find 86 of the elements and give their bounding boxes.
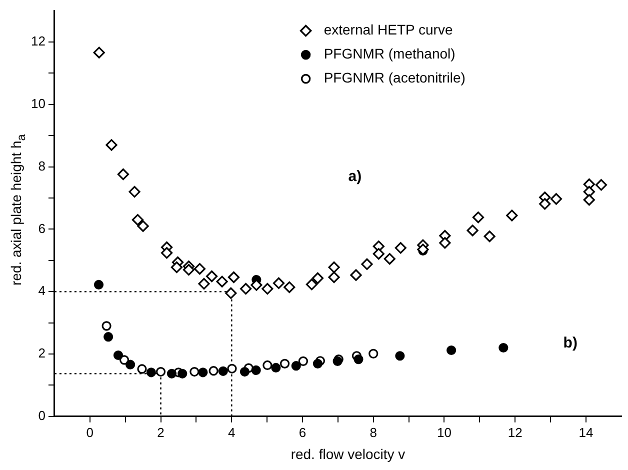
point (182, 264, 195, 276)
x-tick-label: 14 (578, 424, 594, 440)
annotation: a) (348, 168, 362, 186)
point (395, 351, 405, 361)
point (262, 360, 272, 370)
point (298, 356, 308, 366)
point (94, 280, 104, 290)
point (128, 186, 140, 198)
point (106, 139, 118, 151)
y-tick-label: 8 (38, 158, 46, 174)
point (472, 212, 484, 224)
point (328, 271, 340, 284)
point (539, 198, 551, 210)
point (498, 342, 508, 353)
point (466, 224, 478, 236)
y-tick-label: 2 (38, 346, 46, 361)
point (262, 282, 274, 295)
point (312, 358, 323, 368)
point (216, 276, 228, 288)
point (312, 272, 324, 284)
point (225, 287, 237, 299)
point (484, 230, 496, 242)
x-axis-title: red. flow velocity v (290, 446, 406, 462)
point (595, 179, 608, 191)
point (368, 348, 378, 358)
x-tick-label: 12 (508, 424, 522, 440)
x-tick-label: 6 (298, 424, 306, 440)
point (132, 214, 144, 226)
legend-label: PFGNMR (methanol) (324, 46, 456, 62)
point (240, 366, 250, 377)
point (206, 270, 218, 282)
point (550, 193, 562, 205)
point (166, 368, 177, 378)
point (113, 350, 124, 360)
y-tick-label: 12 (30, 34, 46, 49)
point (198, 278, 210, 290)
point (271, 362, 281, 373)
point (291, 361, 301, 371)
point (446, 345, 456, 356)
y-tick-label: 10 (30, 96, 46, 111)
point (354, 354, 364, 364)
point (361, 258, 373, 270)
point (284, 281, 296, 294)
point (328, 261, 340, 274)
x-tick-label: 8 (370, 424, 377, 440)
point (104, 332, 114, 342)
y-tick-label: 4 (38, 283, 46, 298)
point (178, 368, 188, 378)
point (146, 368, 156, 378)
point (170, 261, 183, 274)
point (384, 253, 396, 265)
point (280, 358, 290, 368)
point (117, 168, 129, 180)
x-tick-label: 2 (157, 424, 164, 440)
point (372, 248, 384, 260)
point (218, 366, 228, 376)
legend-label: PFGNMR (acetonitrile) (324, 70, 466, 86)
legend-label: external HETP curve (324, 22, 453, 38)
point (190, 366, 200, 377)
point (137, 220, 149, 232)
point (439, 237, 451, 249)
point (228, 271, 240, 284)
point (394, 242, 406, 254)
point (240, 282, 252, 295)
point (137, 364, 147, 374)
point (194, 263, 206, 275)
annotation: b) (563, 334, 578, 352)
y-tick-label: 0 (38, 408, 46, 423)
point (583, 194, 595, 206)
point (227, 364, 237, 374)
point (251, 365, 261, 376)
point (93, 46, 105, 58)
x-tick-label: 0 (86, 424, 94, 440)
point (198, 368, 208, 378)
point (160, 247, 173, 259)
point (506, 210, 518, 222)
point (208, 366, 218, 376)
point (272, 277, 285, 289)
point (125, 360, 136, 370)
point (156, 366, 166, 377)
point (102, 321, 112, 331)
point (350, 269, 362, 281)
x-tick-label: 10 (436, 424, 452, 440)
point (306, 278, 318, 290)
x-tick-label: 4 (228, 424, 236, 440)
y-tick-label: 6 (38, 220, 46, 236)
